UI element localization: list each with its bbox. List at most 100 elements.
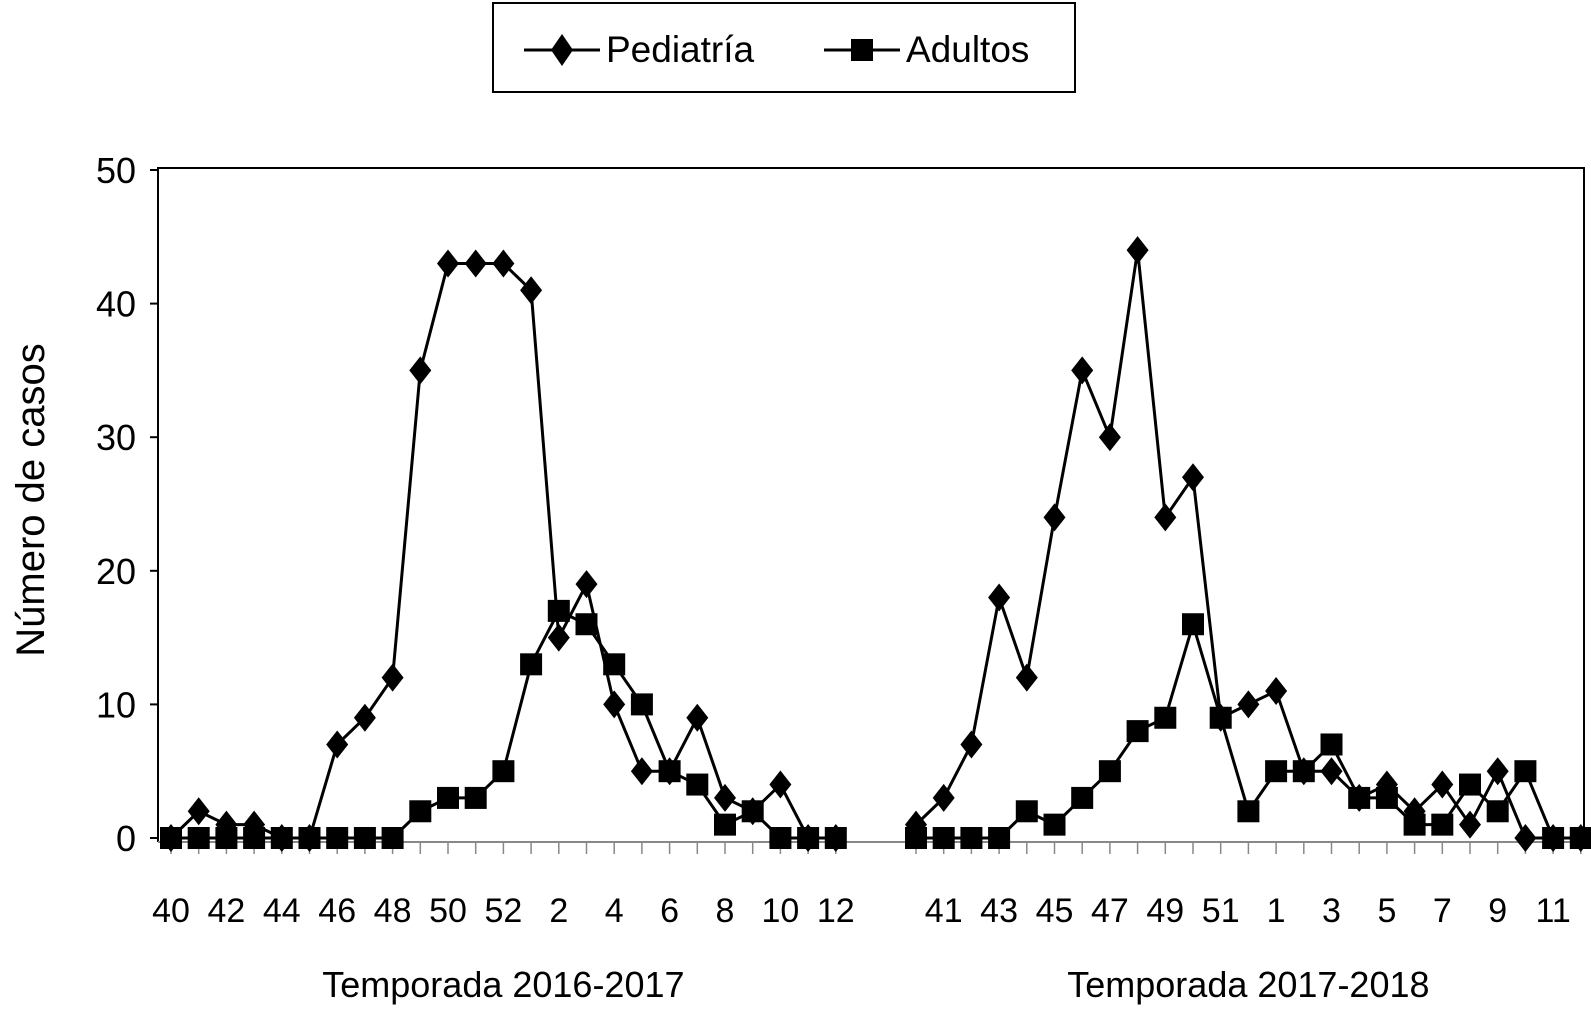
- adultos-point: [270, 827, 293, 849]
- adultos-point: [437, 786, 459, 809]
- x-tick-label: 45: [1036, 892, 1074, 930]
- pediatria-point: [575, 570, 598, 599]
- pediatria-point: [1514, 824, 1537, 852]
- adultos-point: [1237, 800, 1260, 823]
- plot-frame: [157, 167, 1585, 842]
- adultos-point: [988, 827, 1011, 849]
- adultos-point: [381, 827, 404, 849]
- adultos-point: [215, 827, 238, 849]
- pediatria-point: [409, 356, 432, 385]
- pediatria-point: [1126, 236, 1149, 265]
- adultos-point: [1126, 720, 1149, 743]
- adultos-point: [298, 827, 321, 849]
- x-tick-label: 48: [374, 892, 412, 930]
- pediatria-point: [326, 730, 349, 759]
- adultos-point: [797, 827, 820, 849]
- legend-label-adultos: Adultos: [906, 29, 1030, 70]
- pediatria-point: [492, 249, 515, 278]
- adultos-point: [187, 827, 210, 849]
- pediatria-point: [1182, 463, 1204, 492]
- pediatria-point: [630, 757, 653, 786]
- x-tick-label: 52: [484, 892, 522, 930]
- adultos-point: [464, 786, 487, 809]
- pediatria-point: [1098, 423, 1121, 452]
- adultos-point: [741, 800, 764, 823]
- adultos-point: [1459, 773, 1481, 796]
- pediatria-point: [603, 690, 626, 719]
- pediatria-series-line: [169, 262, 836, 840]
- adultos-point: [824, 827, 847, 849]
- adultos-point: [1375, 786, 1398, 809]
- pediatria-series-line: [914, 249, 1581, 840]
- pediatria-point: [988, 583, 1011, 612]
- x-tick-label: 51: [1202, 892, 1240, 930]
- pediatria-point: [769, 770, 792, 799]
- y-tick-label: 50: [96, 150, 136, 191]
- y-tick-label: 10: [96, 684, 136, 725]
- x-tick-label: 3: [1322, 892, 1341, 930]
- y-tick-label: 0: [116, 818, 136, 859]
- adultos-point: [353, 827, 376, 849]
- adultos-point: [1292, 760, 1315, 783]
- x-tick-label: 10: [761, 892, 799, 930]
- x-tick-label: 40: [152, 892, 190, 930]
- adultos-point: [630, 693, 653, 716]
- pediatria-point: [1320, 757, 1343, 786]
- adultos-point: [1403, 813, 1426, 836]
- pediatria-point: [686, 703, 709, 732]
- adultos-point: [1043, 813, 1066, 836]
- adultos-point: [1071, 786, 1094, 809]
- season-label: Temporada 2016-2017: [322, 964, 684, 1005]
- square-marker-icon: [824, 39, 900, 61]
- y-tick-label: 20: [96, 551, 136, 592]
- adultos-point: [658, 760, 681, 783]
- legend: Pediatría Adultos: [492, 2, 1076, 93]
- adultos-point: [243, 827, 266, 849]
- legend-label-pediatria: Pediatría: [606, 29, 755, 70]
- pediatria-point: [1459, 810, 1481, 839]
- x-tick-label: 7: [1433, 892, 1452, 930]
- x-tick-label: 43: [980, 892, 1018, 930]
- pediatria-point: [960, 730, 983, 759]
- x-tick-label: 47: [1091, 892, 1129, 930]
- adultos-point: [492, 760, 515, 783]
- adultos-point: [905, 827, 927, 849]
- pediatria-point: [353, 703, 376, 732]
- x-tick-label: 9: [1488, 892, 1507, 930]
- x-tick-label: 44: [263, 892, 301, 930]
- y-tick-label: 40: [96, 284, 136, 325]
- pediatria-point: [1431, 770, 1454, 799]
- adultos-point: [714, 813, 736, 836]
- adultos-point: [1431, 813, 1454, 836]
- adultos-point: [1182, 613, 1204, 636]
- x-tick-label: 46: [318, 892, 356, 930]
- diamond-marker-icon: [524, 34, 600, 66]
- pediatria-point: [1043, 503, 1066, 532]
- adultos-point: [1486, 800, 1509, 823]
- pediatria-point: [1015, 663, 1038, 692]
- pediatria-point: [464, 249, 487, 278]
- adultos-point: [1015, 800, 1038, 823]
- x-tick-label: 5: [1377, 892, 1396, 930]
- legend-item-pediatria: Pediatría: [524, 29, 755, 70]
- y-tick-label: 30: [96, 417, 136, 458]
- x-tick-label: 1: [1267, 892, 1286, 930]
- x-tick-label: 4: [605, 892, 624, 930]
- legend-item-adultos: Adultos: [824, 29, 1030, 70]
- adultos-point: [1514, 760, 1537, 783]
- adultos-point: [1265, 760, 1288, 783]
- adultos-point: [603, 653, 626, 676]
- adultos-point: [1154, 706, 1177, 729]
- x-tick-label: 11: [1535, 892, 1570, 930]
- pediatria-point: [520, 276, 543, 305]
- x-tick-label: 8: [716, 892, 735, 930]
- pediatria-point: [1265, 677, 1288, 706]
- pediatria-point: [1154, 503, 1177, 532]
- adultos-point: [575, 613, 598, 636]
- pediatria-point: [714, 783, 736, 812]
- season-label: Temporada 2017-2018: [1067, 964, 1429, 1005]
- adultos-point: [547, 599, 570, 622]
- adultos-point: [409, 800, 432, 823]
- adultos-point: [1320, 733, 1343, 756]
